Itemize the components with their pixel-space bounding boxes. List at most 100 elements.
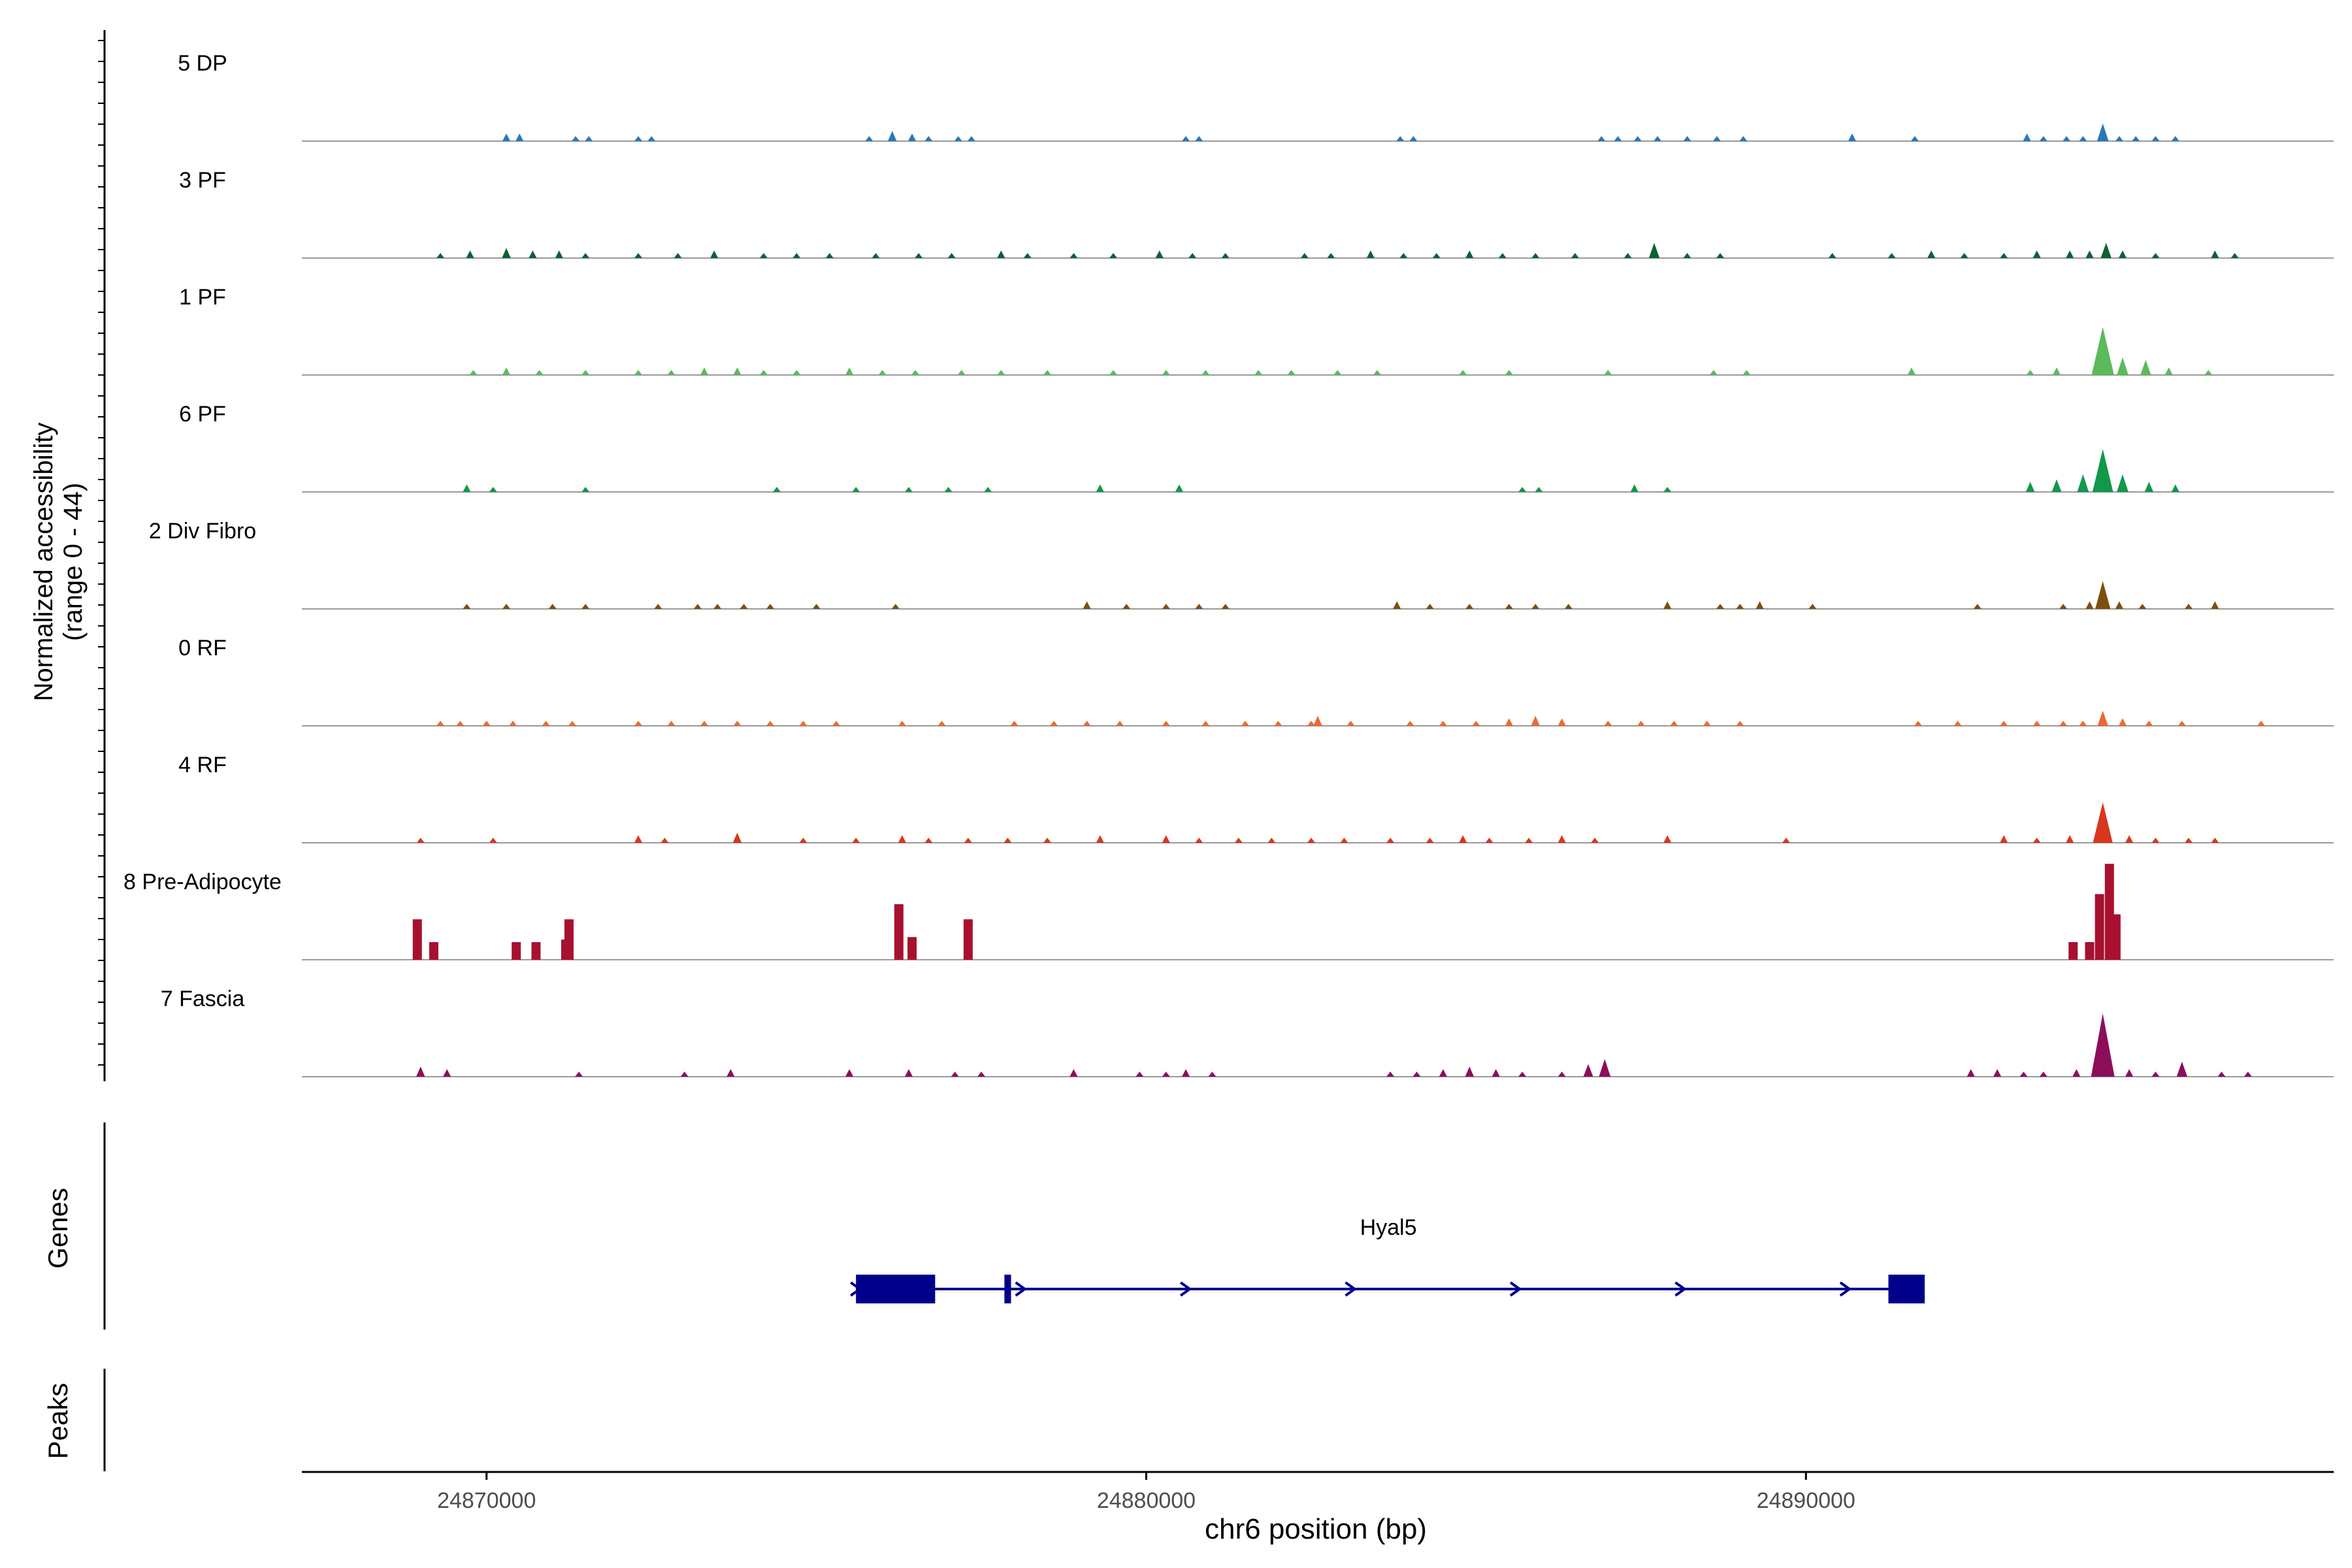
coverage-peak — [463, 484, 471, 492]
track-label: 4 RF — [178, 753, 227, 777]
coverage-peak — [1518, 487, 1527, 492]
gene-track: Hyal5 — [103, 1122, 1925, 1330]
coverage-peak — [1712, 136, 1721, 141]
coverage-peak — [2144, 482, 2154, 492]
coverage-peak — [443, 1069, 451, 1077]
coverage-peak — [1967, 1069, 1975, 1077]
coverage-peak — [489, 838, 497, 843]
coverage-peak — [872, 253, 880, 258]
gene-name-label: Hyal5 — [1360, 1215, 1417, 1240]
coverage-peak — [845, 1069, 854, 1077]
coverage-peak — [700, 367, 709, 375]
coverage-peak — [1386, 838, 1395, 843]
coverage-peak — [1135, 1071, 1144, 1077]
coverage-peak — [1195, 136, 1203, 141]
strand-arrow — [1674, 1281, 1687, 1297]
coverage-peak — [1043, 370, 1052, 375]
coverage-peak — [489, 487, 497, 492]
track-0-rf: 0 RF — [178, 636, 2334, 727]
coverage-peak — [865, 136, 874, 141]
coverage-peak — [2091, 327, 2114, 375]
coverage-peak — [1083, 601, 1091, 609]
coverage-peak — [2033, 838, 2041, 843]
track-label: 7 Fascia — [161, 987, 245, 1011]
coverage-peak — [2145, 721, 2153, 726]
coverage-peak — [1683, 136, 1691, 141]
coverage-peak — [2066, 835, 2074, 843]
coverage-peak — [1505, 370, 1513, 375]
coverage-peak — [947, 253, 956, 258]
coverage-peak — [1274, 721, 1282, 726]
coverage-peak — [2066, 250, 2074, 258]
coverage-peak — [1973, 604, 1982, 609]
strand-arrow — [1345, 1281, 1357, 1297]
coverage-peak — [1910, 136, 1919, 141]
coverage-peak — [1393, 601, 1401, 609]
coverage-peak — [2025, 482, 2035, 492]
coverage-peak — [2140, 359, 2151, 375]
coverage-peak — [1663, 835, 1672, 843]
coverage-peak — [2111, 914, 2121, 960]
coverage-peak — [1413, 1071, 1421, 1077]
coverage-peak — [680, 1071, 689, 1077]
coverage-peak — [1927, 250, 1936, 258]
coverage-peak — [812, 604, 821, 609]
coverage-peak — [1960, 253, 1968, 258]
coverage-peak — [1828, 253, 1837, 258]
coverage-peak — [2023, 133, 2031, 141]
coverage-peak — [1373, 370, 1381, 375]
coverage-peak — [1327, 253, 1335, 258]
coverage-peak — [898, 835, 906, 843]
coverage-peak — [2244, 1071, 2252, 1077]
track-5-dp: 5 DP — [178, 51, 2334, 142]
coverage-peak — [773, 487, 781, 492]
coverage-peak — [1221, 604, 1230, 609]
coverage-peak — [733, 721, 742, 726]
track-6-pf: 6 PF — [179, 402, 2334, 493]
coverage-peak — [1439, 1069, 1447, 1077]
coverage-peak — [2125, 1069, 2134, 1077]
coverage-peak — [2059, 604, 2068, 609]
coverage-peak — [1654, 136, 1662, 141]
coverage-peak — [1234, 838, 1243, 843]
coverage-peak — [1116, 721, 1124, 726]
coverage-peak — [1465, 1066, 1475, 1077]
coverage-peak — [2095, 581, 2111, 609]
coverage-peak — [792, 253, 801, 258]
strand-arrow — [1179, 1281, 1192, 1297]
x-tick-label: 24880000 — [1097, 1488, 1196, 1513]
coverage-peak — [2217, 1071, 2226, 1077]
coverage-peak — [2079, 136, 2087, 141]
y-axis-label-line1: Normalized accessibility — [29, 423, 58, 702]
coverage-peak — [555, 250, 563, 258]
coverage-peak — [1914, 721, 1922, 726]
coverage-peak — [2085, 941, 2095, 960]
track-7-fascia: 7 Fascia — [161, 987, 2334, 1077]
coverage-peak — [581, 604, 590, 609]
coverage-peak — [967, 136, 975, 141]
coverage-peak — [2000, 835, 2008, 843]
coverage-peak — [954, 136, 962, 141]
coverage-peak — [1043, 838, 1052, 843]
coverage-peak — [1887, 253, 1896, 258]
coverage-peak — [904, 487, 913, 492]
coverage-peak — [852, 838, 860, 843]
track-label: 6 PF — [179, 402, 226, 427]
coverage-peak — [1716, 604, 1724, 609]
coverage-peak — [482, 721, 491, 726]
coverage-peak — [878, 370, 887, 375]
coverage-peak — [1221, 253, 1230, 258]
coverage-peak — [2257, 721, 2265, 726]
coverage-peak — [1604, 370, 1612, 375]
coverage-peak — [1307, 721, 1315, 726]
coverage-peak — [2095, 894, 2104, 960]
coverage-peak — [436, 253, 445, 258]
coverage-peak — [436, 721, 445, 726]
coverage-peak — [2115, 136, 2123, 141]
coverage-peak — [1096, 484, 1104, 492]
coverage-peak — [2092, 449, 2114, 492]
coverage-peak — [412, 919, 422, 960]
coverage-peak — [1070, 1069, 1078, 1077]
coverage-peak — [887, 131, 897, 141]
coverage-peak — [674, 253, 682, 258]
